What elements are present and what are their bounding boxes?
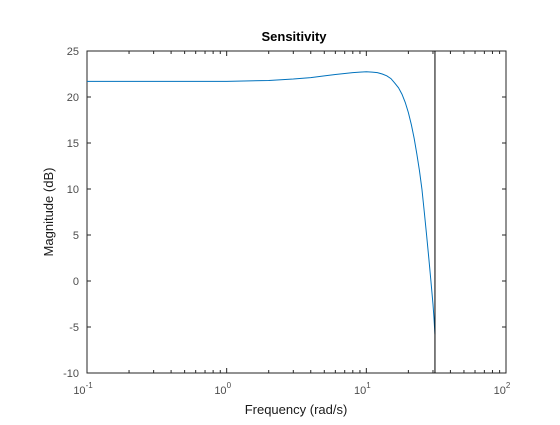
x-tick-label: 101	[354, 381, 371, 397]
tick-marks	[86, 50, 507, 374]
plot-frame	[86, 50, 507, 374]
x-tick-label: 100	[214, 381, 231, 397]
y-tick-label: 0	[73, 276, 79, 288]
y-tick-label: -10	[63, 368, 79, 380]
x-tick-label: 102	[494, 381, 511, 397]
x-axis-label: Frequency (rad/s)	[245, 402, 348, 417]
y-tick-label: 20	[67, 92, 79, 104]
x-tick-labels: 10-1 100 101 102	[73, 381, 511, 397]
sensitivity-curve	[87, 71, 436, 335]
y-tick-label: 15	[67, 138, 79, 150]
y-tick-label: 25	[67, 46, 79, 58]
y-tick-labels: -10 -5 0 5 10 15 20 25	[63, 46, 79, 380]
y-tick-label: 5	[73, 230, 79, 242]
x-tick-label: 10-1	[73, 381, 93, 397]
y-tick-label: 10	[67, 184, 79, 196]
y-axis-label: Magnitude (dB)	[41, 168, 56, 257]
y-tick-label: -5	[69, 322, 79, 334]
chart-title: Sensitivity	[261, 29, 327, 44]
